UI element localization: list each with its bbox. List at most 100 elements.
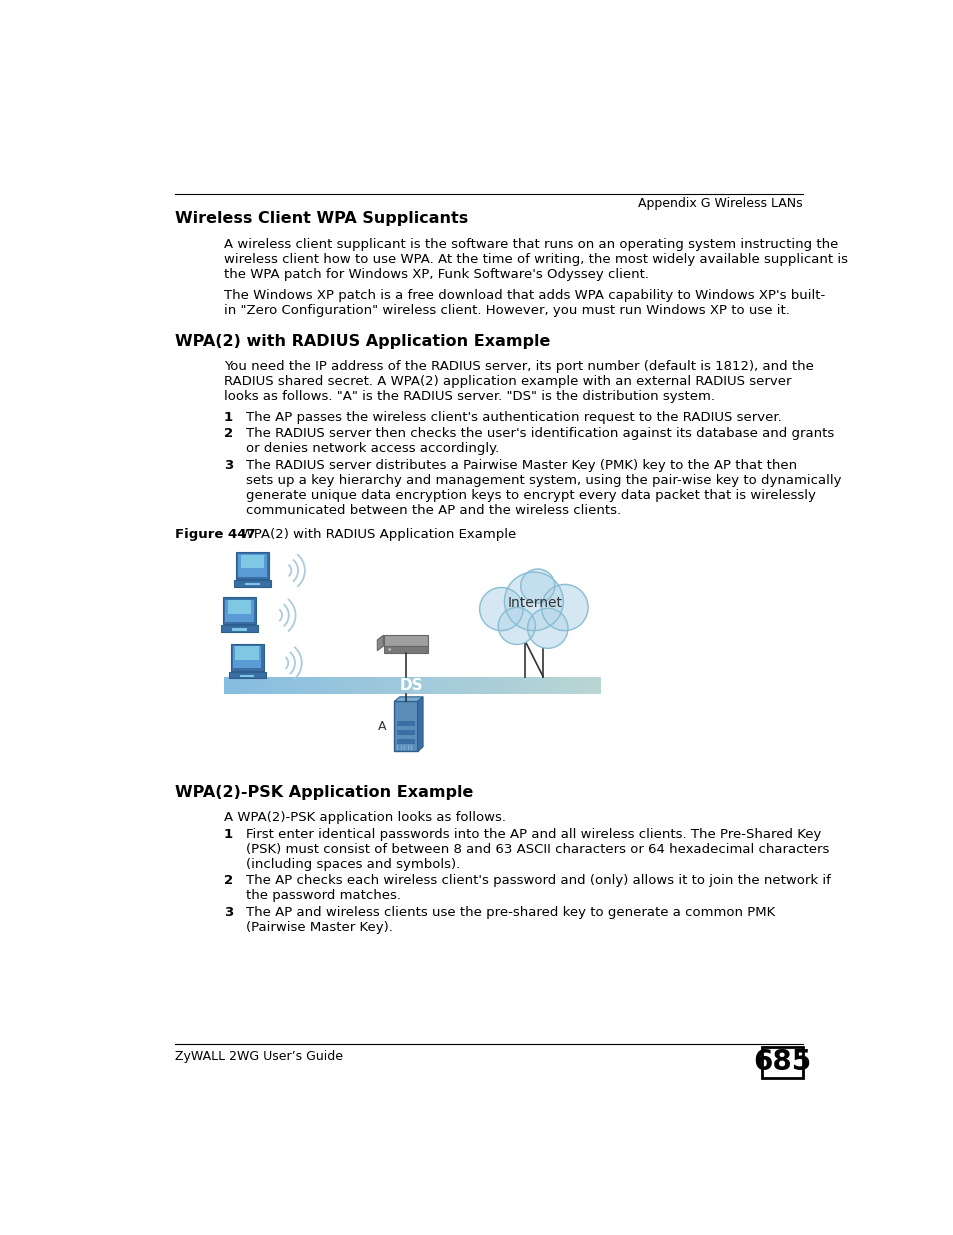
Text: 2: 2 bbox=[224, 874, 233, 887]
Text: Appendix G Wireless LANs: Appendix G Wireless LANs bbox=[638, 198, 802, 210]
Circle shape bbox=[520, 569, 555, 603]
Text: looks as follows. "A" is the RADIUS server. "DS" is the distribution system.: looks as follows. "A" is the RADIUS serv… bbox=[224, 390, 714, 404]
Circle shape bbox=[479, 588, 522, 631]
Text: 1: 1 bbox=[224, 411, 233, 424]
FancyBboxPatch shape bbox=[261, 677, 272, 694]
FancyBboxPatch shape bbox=[235, 646, 258, 659]
Text: The AP checks each wireless client's password and (only) allows it to join the n: The AP checks each wireless client's pas… bbox=[245, 874, 829, 887]
Circle shape bbox=[520, 569, 555, 603]
FancyBboxPatch shape bbox=[221, 625, 257, 632]
Text: 1: 1 bbox=[224, 827, 233, 841]
FancyBboxPatch shape bbox=[240, 555, 264, 568]
FancyBboxPatch shape bbox=[515, 677, 525, 694]
Text: 2: 2 bbox=[224, 427, 233, 441]
FancyBboxPatch shape bbox=[245, 583, 259, 585]
Text: You need the IP address of the RADIUS server, its port number (default is 1812),: You need the IP address of the RADIUS se… bbox=[224, 361, 813, 373]
FancyBboxPatch shape bbox=[252, 677, 262, 694]
Polygon shape bbox=[377, 635, 383, 651]
FancyBboxPatch shape bbox=[430, 677, 440, 694]
Text: or denies network access accordingly.: or denies network access accordingly. bbox=[245, 442, 498, 456]
FancyBboxPatch shape bbox=[505, 677, 516, 694]
FancyBboxPatch shape bbox=[580, 677, 591, 694]
FancyBboxPatch shape bbox=[412, 677, 421, 694]
FancyBboxPatch shape bbox=[561, 677, 572, 694]
Text: communicated between the AP and the wireless clients.: communicated between the AP and the wire… bbox=[245, 504, 620, 517]
Circle shape bbox=[541, 584, 587, 631]
FancyBboxPatch shape bbox=[590, 677, 599, 694]
Circle shape bbox=[527, 609, 567, 648]
FancyBboxPatch shape bbox=[524, 677, 535, 694]
FancyBboxPatch shape bbox=[231, 643, 263, 671]
Polygon shape bbox=[394, 697, 422, 701]
FancyBboxPatch shape bbox=[458, 677, 469, 694]
FancyBboxPatch shape bbox=[224, 677, 233, 694]
FancyBboxPatch shape bbox=[761, 1047, 802, 1078]
Circle shape bbox=[527, 609, 567, 648]
FancyBboxPatch shape bbox=[571, 677, 581, 694]
FancyBboxPatch shape bbox=[229, 672, 265, 678]
FancyBboxPatch shape bbox=[396, 721, 415, 726]
FancyBboxPatch shape bbox=[242, 677, 253, 694]
FancyBboxPatch shape bbox=[383, 635, 428, 646]
FancyBboxPatch shape bbox=[317, 677, 328, 694]
Text: the WPA patch for Windows XP, Funk Software's Odyssey client.: the WPA patch for Windows XP, Funk Softw… bbox=[224, 268, 648, 280]
FancyBboxPatch shape bbox=[235, 552, 269, 579]
FancyBboxPatch shape bbox=[439, 677, 450, 694]
FancyBboxPatch shape bbox=[327, 677, 337, 694]
Text: The AP passes the wireless client's authentication request to the RADIUS server.: The AP passes the wireless client's auth… bbox=[245, 411, 781, 424]
FancyBboxPatch shape bbox=[468, 677, 477, 694]
Text: (Pairwise Master Key).: (Pairwise Master Key). bbox=[245, 921, 392, 934]
FancyBboxPatch shape bbox=[233, 677, 243, 694]
FancyBboxPatch shape bbox=[280, 677, 290, 694]
FancyBboxPatch shape bbox=[233, 646, 261, 668]
FancyBboxPatch shape bbox=[239, 674, 254, 677]
Text: 685: 685 bbox=[753, 1049, 811, 1076]
FancyBboxPatch shape bbox=[225, 600, 253, 622]
Text: Internet: Internet bbox=[507, 595, 562, 610]
Text: RADIUS shared secret. A WPA(2) application example with an external RADIUS serve: RADIUS shared secret. A WPA(2) applicati… bbox=[224, 375, 791, 388]
FancyBboxPatch shape bbox=[394, 701, 417, 751]
Text: 3: 3 bbox=[224, 906, 233, 919]
Polygon shape bbox=[417, 697, 422, 751]
FancyBboxPatch shape bbox=[486, 677, 497, 694]
FancyBboxPatch shape bbox=[271, 677, 281, 694]
FancyBboxPatch shape bbox=[308, 677, 318, 694]
Text: WPA(2) with RADIUS Application Example: WPA(2) with RADIUS Application Example bbox=[228, 529, 516, 541]
FancyBboxPatch shape bbox=[534, 677, 543, 694]
Circle shape bbox=[504, 572, 562, 631]
FancyBboxPatch shape bbox=[396, 730, 415, 735]
FancyBboxPatch shape bbox=[552, 677, 562, 694]
FancyBboxPatch shape bbox=[232, 629, 247, 631]
FancyBboxPatch shape bbox=[396, 739, 415, 743]
FancyBboxPatch shape bbox=[477, 677, 487, 694]
FancyBboxPatch shape bbox=[393, 677, 403, 694]
Text: First enter identical passwords into the AP and all wireless clients. The Pre-Sh: First enter identical passwords into the… bbox=[245, 827, 821, 841]
Text: generate unique data encryption keys to encrypt every data packet that is wirele: generate unique data encryption keys to … bbox=[245, 489, 815, 501]
Text: A wireless client supplicant is the software that runs on an operating system in: A wireless client supplicant is the soft… bbox=[224, 237, 838, 251]
FancyBboxPatch shape bbox=[543, 677, 553, 694]
Text: The RADIUS server distributes a Pairwise Master Key (PMK) key to the AP that the: The RADIUS server distributes a Pairwise… bbox=[245, 459, 796, 472]
Text: DS: DS bbox=[399, 678, 423, 693]
FancyBboxPatch shape bbox=[228, 600, 251, 614]
Text: (including spaces and symbols).: (including spaces and symbols). bbox=[245, 858, 459, 871]
Circle shape bbox=[541, 584, 587, 631]
Text: The Windows XP patch is a free download that adds WPA capability to Windows XP's: The Windows XP patch is a free download … bbox=[224, 289, 824, 301]
Text: The AP and wireless clients use the pre-shared key to generate a common PMK: The AP and wireless clients use the pre-… bbox=[245, 906, 774, 919]
FancyBboxPatch shape bbox=[374, 677, 384, 694]
FancyBboxPatch shape bbox=[223, 598, 255, 625]
FancyBboxPatch shape bbox=[402, 677, 412, 694]
Text: WPA(2) with RADIUS Application Example: WPA(2) with RADIUS Application Example bbox=[174, 335, 550, 350]
Circle shape bbox=[497, 608, 535, 645]
FancyBboxPatch shape bbox=[383, 677, 394, 694]
Text: in "Zero Configuration" wireless client. However, you must run Windows XP to use: in "Zero Configuration" wireless client.… bbox=[224, 304, 789, 316]
FancyBboxPatch shape bbox=[449, 677, 459, 694]
Text: (PSK) must consist of between 8 and 63 ASCII characters or 64 hexadecimal charac: (PSK) must consist of between 8 and 63 A… bbox=[245, 842, 828, 856]
FancyBboxPatch shape bbox=[336, 677, 347, 694]
Circle shape bbox=[497, 608, 535, 645]
Text: ZyWALL 2WG User’s Guide: ZyWALL 2WG User’s Guide bbox=[174, 1050, 343, 1063]
Text: the password matches.: the password matches. bbox=[245, 889, 400, 903]
Text: sets up a key hierarchy and management system, using the pair-wise key to dynami: sets up a key hierarchy and management s… bbox=[245, 474, 841, 487]
FancyBboxPatch shape bbox=[496, 677, 506, 694]
FancyBboxPatch shape bbox=[355, 677, 365, 694]
Circle shape bbox=[388, 648, 391, 651]
